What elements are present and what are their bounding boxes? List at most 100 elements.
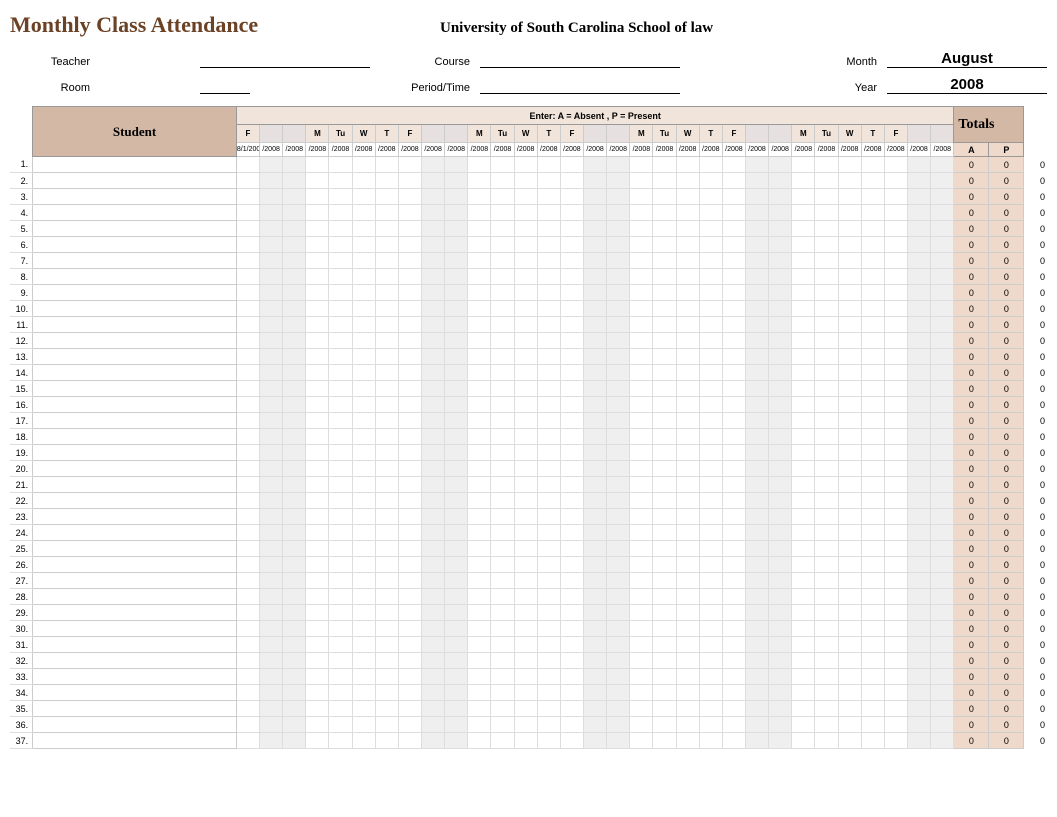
attendance-cell[interactable] [861, 701, 884, 717]
attendance-cell[interactable] [861, 493, 884, 509]
attendance-cell[interactable] [630, 429, 653, 445]
attendance-cell[interactable] [861, 397, 884, 413]
attendance-cell[interactable] [630, 157, 653, 173]
attendance-cell[interactable] [329, 317, 352, 333]
attendance-cell[interactable] [931, 173, 954, 189]
attendance-cell[interactable] [398, 301, 421, 317]
attendance-cell[interactable] [329, 717, 352, 733]
attendance-cell[interactable] [884, 573, 907, 589]
attendance-cell[interactable] [560, 733, 583, 749]
attendance-cell[interactable] [584, 221, 607, 237]
attendance-cell[interactable] [653, 157, 676, 173]
attendance-cell[interactable] [398, 509, 421, 525]
attendance-cell[interactable] [329, 157, 352, 173]
attendance-cell[interactable] [422, 717, 445, 733]
attendance-cell[interactable] [468, 237, 491, 253]
student-name-cell[interactable] [33, 653, 237, 669]
attendance-cell[interactable] [884, 381, 907, 397]
attendance-cell[interactable] [306, 573, 329, 589]
attendance-cell[interactable] [445, 653, 468, 669]
attendance-cell[interactable] [560, 173, 583, 189]
attendance-cell[interactable] [699, 237, 722, 253]
attendance-cell[interactable] [653, 221, 676, 237]
attendance-cell[interactable] [236, 253, 259, 269]
attendance-cell[interactable] [537, 397, 560, 413]
attendance-cell[interactable] [907, 461, 930, 477]
attendance-cell[interactable] [329, 509, 352, 525]
attendance-cell[interactable] [260, 317, 283, 333]
attendance-cell[interactable] [375, 445, 398, 461]
attendance-cell[interactable] [514, 301, 537, 317]
attendance-cell[interactable] [861, 605, 884, 621]
attendance-cell[interactable] [861, 317, 884, 333]
attendance-cell[interactable] [445, 317, 468, 333]
attendance-cell[interactable] [375, 189, 398, 205]
attendance-cell[interactable] [352, 333, 375, 349]
attendance-cell[interactable] [491, 365, 514, 381]
student-name-cell[interactable] [33, 237, 237, 253]
attendance-cell[interactable] [884, 189, 907, 205]
attendance-cell[interactable] [283, 205, 306, 221]
attendance-cell[interactable] [884, 621, 907, 637]
attendance-cell[interactable] [236, 365, 259, 381]
attendance-cell[interactable] [746, 477, 769, 493]
attendance-cell[interactable] [306, 717, 329, 733]
attendance-cell[interactable] [907, 173, 930, 189]
student-name-cell[interactable] [33, 733, 237, 749]
attendance-cell[interactable] [491, 685, 514, 701]
attendance-cell[interactable] [398, 285, 421, 301]
attendance-cell[interactable] [722, 381, 745, 397]
attendance-cell[interactable] [769, 637, 792, 653]
attendance-cell[interactable] [769, 173, 792, 189]
attendance-cell[interactable] [746, 397, 769, 413]
attendance-cell[interactable] [815, 557, 838, 573]
attendance-cell[interactable] [630, 685, 653, 701]
attendance-cell[interactable] [746, 637, 769, 653]
attendance-cell[interactable] [398, 541, 421, 557]
attendance-cell[interactable] [792, 669, 815, 685]
attendance-cell[interactable] [931, 157, 954, 173]
attendance-cell[interactable] [468, 365, 491, 381]
attendance-cell[interactable] [884, 653, 907, 669]
attendance-cell[interactable] [699, 365, 722, 381]
attendance-cell[interactable] [769, 701, 792, 717]
attendance-cell[interactable] [445, 429, 468, 445]
attendance-cell[interactable] [699, 221, 722, 237]
attendance-cell[interactable] [398, 253, 421, 269]
attendance-cell[interactable] [607, 621, 630, 637]
attendance-cell[interactable] [329, 445, 352, 461]
attendance-cell[interactable] [560, 397, 583, 413]
attendance-cell[interactable] [931, 269, 954, 285]
attendance-cell[interactable] [352, 445, 375, 461]
attendance-cell[interactable] [607, 221, 630, 237]
attendance-cell[interactable] [931, 429, 954, 445]
attendance-cell[interactable] [815, 333, 838, 349]
attendance-cell[interactable] [491, 573, 514, 589]
attendance-cell[interactable] [653, 381, 676, 397]
attendance-cell[interactable] [653, 509, 676, 525]
student-name-cell[interactable] [33, 413, 237, 429]
attendance-cell[interactable] [584, 285, 607, 301]
attendance-cell[interactable] [815, 653, 838, 669]
attendance-cell[interactable] [398, 413, 421, 429]
attendance-cell[interactable] [769, 653, 792, 669]
attendance-cell[interactable] [352, 157, 375, 173]
attendance-cell[interactable] [607, 157, 630, 173]
student-name-cell[interactable] [33, 541, 237, 557]
student-name-cell[interactable] [33, 381, 237, 397]
attendance-cell[interactable] [584, 701, 607, 717]
attendance-cell[interactable] [653, 285, 676, 301]
attendance-cell[interactable] [699, 301, 722, 317]
attendance-cell[interactable] [491, 541, 514, 557]
attendance-cell[interactable] [422, 637, 445, 653]
attendance-cell[interactable] [445, 269, 468, 285]
attendance-cell[interactable] [491, 621, 514, 637]
attendance-cell[interactable] [607, 573, 630, 589]
attendance-cell[interactable] [329, 365, 352, 381]
attendance-cell[interactable] [560, 221, 583, 237]
attendance-cell[interactable] [537, 365, 560, 381]
attendance-cell[interactable] [769, 509, 792, 525]
attendance-cell[interactable] [746, 509, 769, 525]
attendance-cell[interactable] [861, 573, 884, 589]
attendance-cell[interactable] [884, 717, 907, 733]
